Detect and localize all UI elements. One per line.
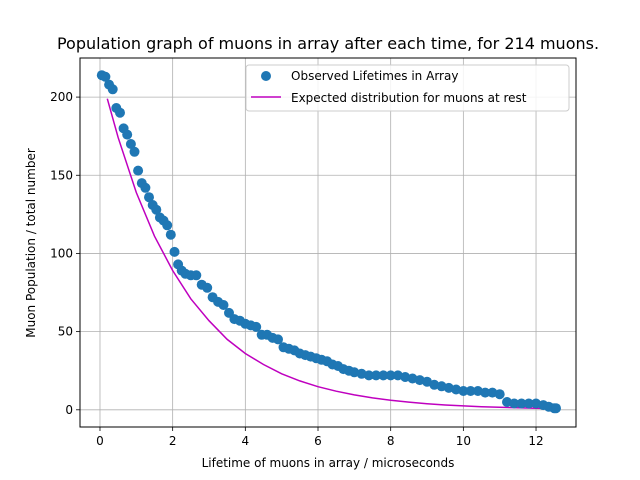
x-tick-label: 8 bbox=[387, 434, 395, 448]
observed-point bbox=[523, 398, 534, 409]
observed-point bbox=[480, 387, 491, 398]
y-tick-label: 200 bbox=[50, 90, 73, 104]
observed-point bbox=[509, 398, 520, 409]
observed-point bbox=[133, 165, 144, 176]
legend-box bbox=[245, 64, 570, 112]
observed-point bbox=[144, 192, 154, 203]
y-axis-label: Muon Population / total number bbox=[24, 148, 38, 338]
x-tick-label: 6 bbox=[314, 434, 322, 448]
observed-point bbox=[125, 139, 136, 149]
observed-point bbox=[385, 370, 396, 381]
chart-title: Population graph of muons in array after… bbox=[57, 34, 599, 53]
observed-points-layer bbox=[96, 70, 561, 414]
observed-point bbox=[494, 389, 505, 400]
x-axis-ticks: 0 2 4 6 8 10 12 bbox=[96, 427, 544, 448]
y-tick-label: 100 bbox=[50, 246, 73, 260]
observed-point bbox=[162, 220, 173, 231]
observed-point bbox=[458, 386, 469, 396]
observed-point bbox=[129, 146, 140, 157]
observed-point bbox=[122, 129, 133, 140]
observed-point bbox=[251, 321, 262, 332]
observed-point bbox=[100, 71, 111, 82]
observed-point bbox=[465, 386, 476, 396]
legend-marker-observed bbox=[261, 71, 271, 81]
observed-point bbox=[191, 270, 202, 281]
x-tick-label: 12 bbox=[528, 434, 543, 448]
x-tick-label: 4 bbox=[242, 434, 250, 448]
legend-label-observed: Observed Lifetimes in Array bbox=[291, 69, 458, 83]
observed-point bbox=[378, 370, 389, 381]
y-tick-label: 0 bbox=[65, 403, 73, 417]
y-tick-label: 150 bbox=[50, 168, 73, 182]
expected-distribution-layer bbox=[106, 98, 558, 410]
x-tick-label: 0 bbox=[96, 434, 104, 448]
observed-point bbox=[218, 300, 229, 310]
observed-point bbox=[107, 84, 118, 95]
observed-point bbox=[371, 370, 382, 381]
observed-point bbox=[202, 282, 213, 293]
y-tick-label: 50 bbox=[58, 325, 73, 339]
observed-point bbox=[151, 204, 162, 215]
grid bbox=[80, 58, 576, 427]
legend-label-expected: Expected distribution for muons at rest bbox=[291, 91, 527, 105]
expected-distribution-line bbox=[106, 98, 558, 410]
legend: Observed Lifetimes in Array Expected dis… bbox=[245, 64, 570, 112]
observed-point bbox=[140, 182, 151, 193]
observed-point bbox=[551, 403, 561, 414]
x-tick-label: 2 bbox=[169, 434, 177, 448]
observed-point bbox=[169, 246, 180, 257]
observed-point bbox=[363, 370, 374, 381]
observed-point bbox=[516, 398, 527, 409]
observed-point bbox=[273, 334, 283, 345]
observed-point bbox=[165, 229, 176, 240]
x-axis-label: Lifetime of muons in array / microsecond… bbox=[202, 456, 455, 470]
x-tick-label: 10 bbox=[456, 434, 471, 448]
observed-point bbox=[115, 107, 125, 118]
plot-frame bbox=[79, 57, 577, 428]
y-axis-ticks: 0 50 100 150 200 bbox=[50, 90, 80, 417]
